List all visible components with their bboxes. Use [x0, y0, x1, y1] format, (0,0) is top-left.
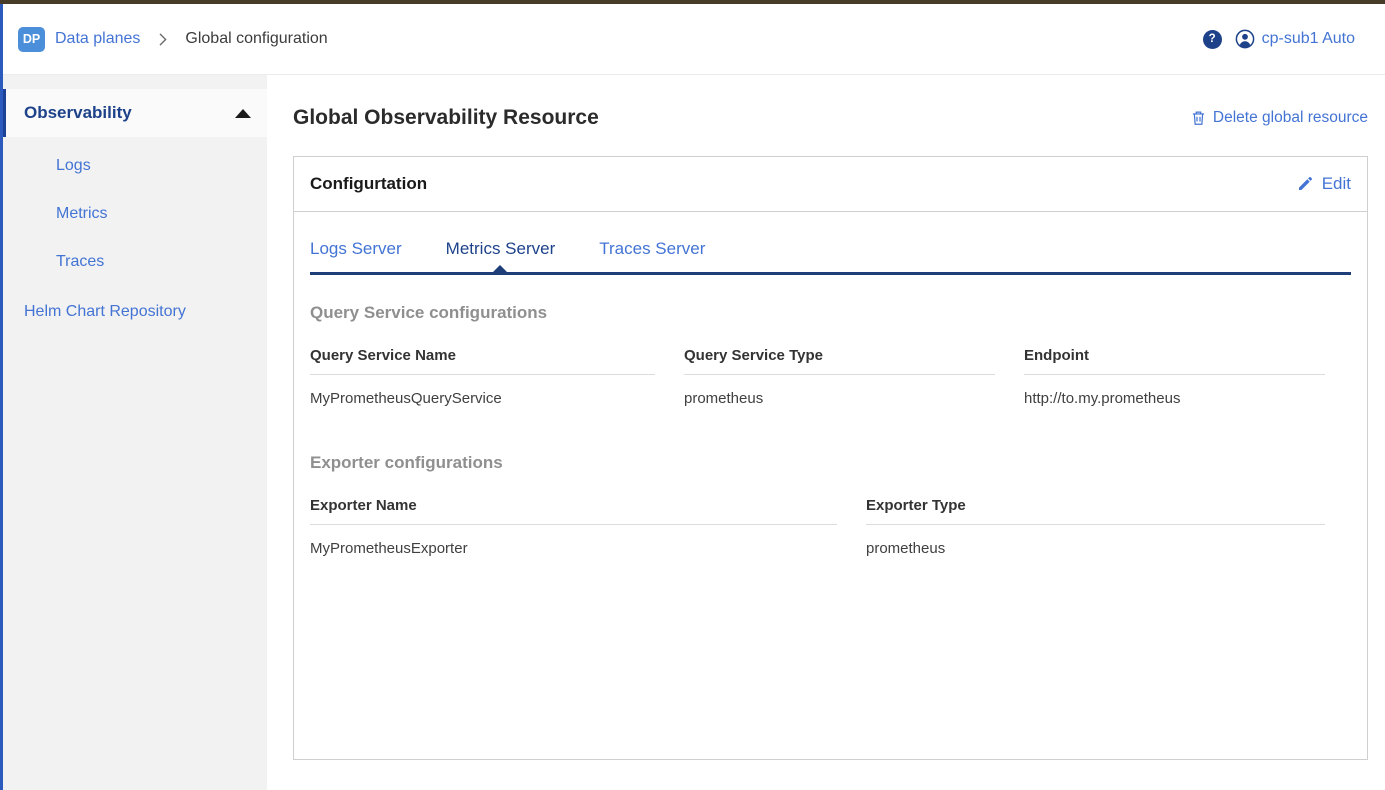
field-value: MyPrometheusExporter — [310, 540, 468, 557]
top-accent-bar — [0, 0, 1385, 4]
pencil-icon — [1297, 176, 1313, 192]
sidebar-item-traces[interactable]: Traces — [56, 253, 105, 270]
chevron-up-icon — [235, 108, 251, 118]
field-value: prometheus — [866, 540, 946, 557]
query-service-section: Query Service configurations Query Servi… — [310, 303, 1351, 407]
sidebar-item-list: Logs Metrics Traces — [0, 142, 267, 286]
user-icon — [1235, 29, 1255, 49]
section-heading-query-service: Query Service configurations — [310, 303, 548, 322]
user-menu-label: cp-sub1 Auto — [1261, 30, 1355, 47]
chevron-right-icon — [155, 32, 170, 47]
title-row: Global Observability Resource Delete glo… — [293, 106, 1368, 130]
main-content: Global Observability Resource Delete glo… — [267, 75, 1385, 790]
sidebar-item-logs[interactable]: Logs — [56, 157, 91, 174]
app-header: DP Data planes Global configuration ? cp… — [0, 4, 1385, 75]
card-body: Logs Server Metrics Server Traces Server… — [294, 239, 1367, 581]
field-value: MyPrometheusQueryService — [310, 390, 502, 407]
sidebar-item-helm-chart-repository[interactable]: Helm Chart Repository — [24, 303, 186, 320]
card-header: Configurtation Edit — [294, 157, 1367, 212]
page-title: Global Observability Resource — [293, 106, 599, 129]
tab-metrics-server[interactable]: Metrics Server — [446, 239, 556, 272]
sidebar-section-label: Observability — [24, 103, 132, 122]
sidebar: Observability Logs Metrics Traces Helm C… — [0, 75, 267, 790]
delete-button-label: Delete global resource — [1212, 109, 1368, 126]
delete-global-resource-button[interactable]: Delete global resource — [1191, 109, 1368, 127]
trash-icon — [1191, 110, 1206, 126]
field-label: Exporter Type — [866, 497, 1325, 525]
tab-traces-server[interactable]: Traces Server — [599, 239, 706, 258]
exporter-section: Exporter configurations Exporter Name My… — [310, 453, 1351, 557]
field-label: Query Service Type — [684, 347, 995, 375]
breadcrumb-link-data-planes[interactable]: Data planes — [55, 30, 141, 47]
configuration-card: Configurtation Edit Logs Server — [293, 156, 1368, 760]
card-title: Configurtation — [310, 174, 428, 193]
sidebar-section-observability[interactable]: Observability — [0, 89, 267, 137]
help-icon[interactable]: ? — [1202, 29, 1222, 49]
query-service-fields: Query Service Name MyPrometheusQueryServ… — [310, 347, 1351, 407]
exporter-fields: Exporter Name MyPrometheusExporter Expor… — [310, 497, 1351, 557]
field-endpoint: Endpoint http://to.my.prometheus — [1024, 347, 1325, 407]
breadcrumb-current: Global configuration — [185, 30, 328, 47]
edit-button[interactable]: Edit — [1297, 174, 1351, 194]
user-menu[interactable]: cp-sub1 Auto — [1235, 29, 1355, 49]
field-label: Query Service Name — [310, 347, 655, 375]
field-label: Exporter Name — [310, 497, 837, 525]
field-exporter-name: Exporter Name MyPrometheusExporter — [310, 497, 837, 557]
tab-bar: Logs Server Metrics Server Traces Server — [310, 239, 1351, 275]
left-accent-bar — [0, 4, 3, 790]
section-heading-exporter: Exporter configurations — [310, 453, 503, 472]
edit-button-label: Edit — [1321, 174, 1351, 193]
field-value: http://to.my.prometheus — [1024, 390, 1181, 407]
sidebar-item-metrics[interactable]: Metrics — [56, 205, 108, 222]
field-label: Endpoint — [1024, 347, 1325, 375]
field-value: prometheus — [684, 390, 764, 407]
dp-logo-badge[interactable]: DP — [18, 26, 45, 52]
field-exporter-type: Exporter Type prometheus — [866, 497, 1325, 557]
body-row: Observability Logs Metrics Traces Helm C… — [0, 75, 1385, 790]
tab-logs-server[interactable]: Logs Server — [310, 239, 402, 258]
field-query-service-name: Query Service Name MyPrometheusQueryServ… — [310, 347, 655, 407]
field-query-service-type: Query Service Type prometheus — [684, 347, 995, 407]
